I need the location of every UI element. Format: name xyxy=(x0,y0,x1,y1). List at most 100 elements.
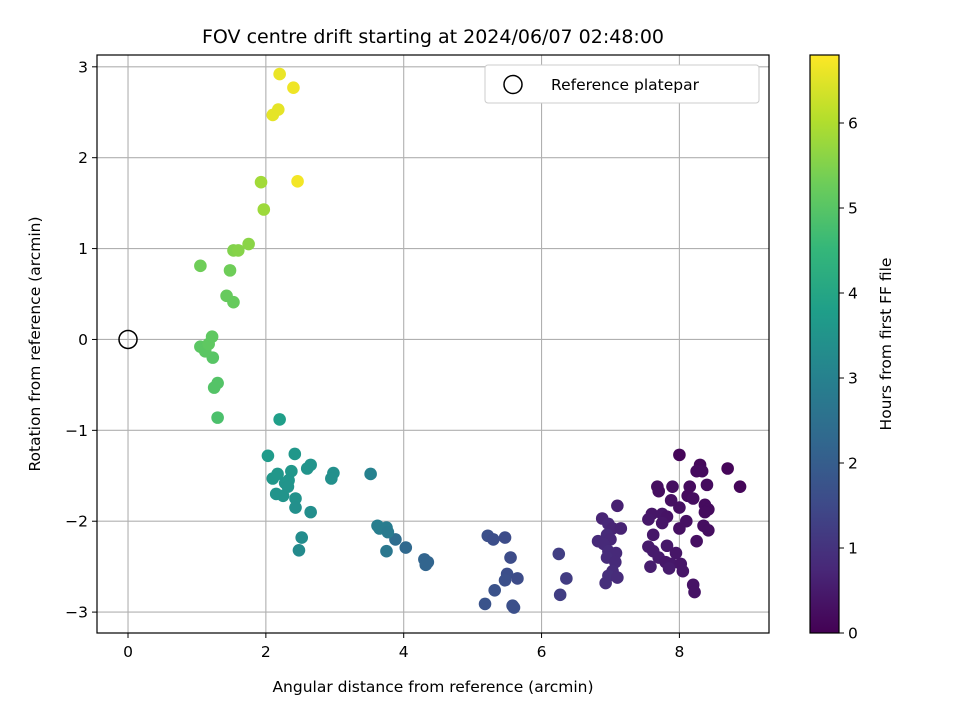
colorbar-tick-label: 5 xyxy=(848,200,858,218)
data-point xyxy=(662,562,676,575)
y-tick-label: 0 xyxy=(78,331,88,349)
data-point xyxy=(552,547,566,561)
data-point xyxy=(257,203,271,216)
colorbar-tick-label: 1 xyxy=(848,540,858,558)
data-point xyxy=(227,295,240,309)
data-point xyxy=(690,534,703,548)
data-point xyxy=(300,462,314,475)
data-point xyxy=(642,513,655,526)
x-axis-ticks: 0 2 4 6 8 xyxy=(123,633,684,661)
data-point xyxy=(646,528,660,542)
data-point xyxy=(242,237,255,251)
data-point xyxy=(231,244,245,257)
data-point xyxy=(498,531,512,544)
data-point xyxy=(700,478,714,492)
y-tick-label: 3 xyxy=(78,58,88,76)
data-point xyxy=(205,330,219,344)
data-point xyxy=(289,501,302,514)
data-point xyxy=(287,81,300,95)
colorbar-tick-label: 6 xyxy=(848,115,858,133)
data-point xyxy=(511,572,524,585)
data-point xyxy=(211,411,224,424)
data-point xyxy=(381,525,395,539)
data-point xyxy=(560,572,573,585)
x-tick-label: 6 xyxy=(537,643,547,661)
data-point xyxy=(261,449,275,463)
data-point xyxy=(419,558,433,572)
data-point xyxy=(666,480,679,493)
data-point xyxy=(498,573,512,587)
data-point xyxy=(673,448,686,462)
data-point xyxy=(488,583,501,597)
y-tick-label: 1 xyxy=(78,240,88,258)
data-point xyxy=(271,467,284,481)
data-point xyxy=(292,543,306,557)
data-point xyxy=(276,489,290,503)
reference-marker xyxy=(118,329,138,350)
data-point xyxy=(304,505,317,519)
data-point xyxy=(702,524,715,537)
data-point xyxy=(688,585,701,599)
chart-title: FOV centre drift starting at 2024/06/07 … xyxy=(202,26,664,48)
data-point xyxy=(273,67,286,81)
data-point xyxy=(223,264,237,277)
colorbar-label: Hours from first FF file xyxy=(877,258,895,431)
data-point xyxy=(325,472,338,485)
data-point xyxy=(478,597,492,611)
y-tick-label: −1 xyxy=(65,422,88,440)
data-point xyxy=(271,103,285,116)
y-tick-label: −2 xyxy=(65,513,88,531)
data-point xyxy=(507,601,521,614)
x-tick-label: 8 xyxy=(674,643,684,661)
y-axis-label: Rotation from reference (arcmin) xyxy=(26,216,44,471)
x-tick-label: 0 xyxy=(123,643,133,661)
data-point xyxy=(669,546,683,560)
legend-label: Reference platepar xyxy=(551,76,700,94)
y-axis-ticks: −3 −2 −1 0 1 2 3 xyxy=(65,58,97,622)
data-point xyxy=(673,522,686,535)
legend-reference-marker xyxy=(503,74,523,95)
data-point xyxy=(698,505,712,519)
data-point xyxy=(695,464,709,478)
data-point xyxy=(399,541,413,554)
y-tick-label: −3 xyxy=(65,604,88,622)
data-point xyxy=(721,462,734,475)
data-points xyxy=(194,67,747,614)
data-point xyxy=(194,259,207,273)
plot-frame xyxy=(96,54,770,634)
data-point xyxy=(288,447,302,461)
data-point xyxy=(660,539,674,553)
data-point xyxy=(599,576,612,590)
colorbar-frame xyxy=(809,54,840,634)
data-point xyxy=(211,376,224,390)
colorbar: 0 1 2 3 4 5 6 Hours from first FF file xyxy=(809,54,895,643)
data-point xyxy=(652,484,666,498)
data-point xyxy=(655,516,669,530)
y-tick-label: 2 xyxy=(78,149,88,167)
colorbar-gradient xyxy=(810,55,839,633)
reference-marker-group xyxy=(118,329,138,350)
data-point xyxy=(733,480,747,493)
colorbar-tick-label: 3 xyxy=(848,370,858,388)
x-tick-label: 4 xyxy=(399,643,409,661)
data-point xyxy=(611,499,624,513)
data-point xyxy=(254,175,268,189)
colorbar-tick-label: 4 xyxy=(848,285,858,303)
colorbar-tick-label: 0 xyxy=(848,625,858,643)
data-point xyxy=(295,531,309,544)
data-point xyxy=(686,492,700,505)
colorbar-ticks: 0 1 2 3 4 5 6 xyxy=(839,115,858,643)
legend-box xyxy=(484,64,760,104)
data-point xyxy=(487,533,500,546)
data-point xyxy=(673,501,686,514)
x-axis-label: Angular distance from reference (arcmin) xyxy=(272,678,593,696)
data-point xyxy=(644,560,657,573)
data-point xyxy=(289,492,302,505)
data-point xyxy=(291,175,304,188)
data-point xyxy=(380,544,393,558)
data-point xyxy=(676,564,690,578)
x-tick-label: 2 xyxy=(261,643,271,661)
legend: Reference platepar xyxy=(484,64,760,104)
data-point xyxy=(273,413,286,426)
